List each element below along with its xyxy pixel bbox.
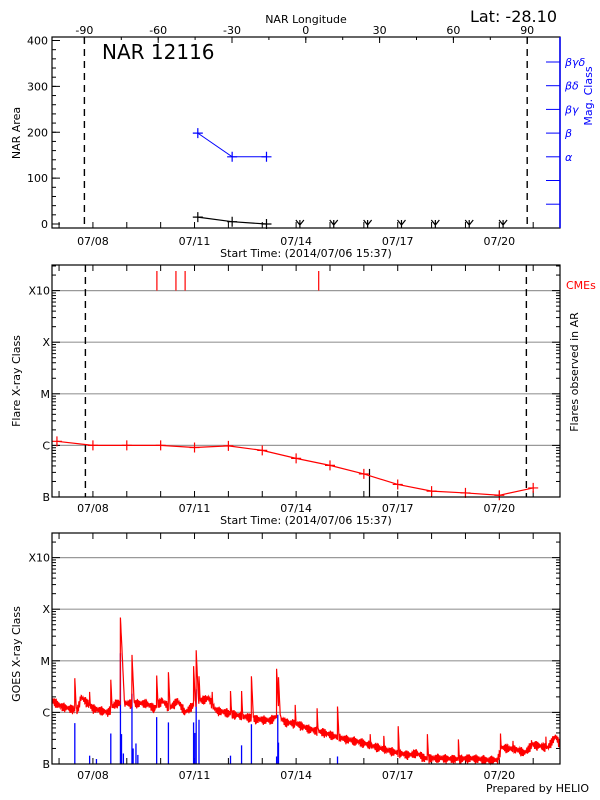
- p2-y2-axis-title: Flares observed in AR: [568, 312, 581, 432]
- p3-y-tick-label: X: [42, 603, 50, 616]
- p2-flare-marker: [528, 482, 539, 493]
- p2-flare-marker: [51, 436, 62, 447]
- cme-label: CMEs: [566, 279, 596, 292]
- p1-no-data-marker: [363, 219, 373, 228]
- p2-x-tick-label: 07/17: [382, 502, 414, 515]
- p3-y-axis-title: GOES X-ray Class: [10, 606, 23, 702]
- p1-mag-class-label: α: [565, 151, 573, 164]
- p1-mag-class-marker: [261, 151, 272, 162]
- p1-mag-class-marker: [227, 151, 238, 162]
- p1-y2-axis-title: Mag. Class: [582, 66, 595, 125]
- p1-mag-class-marker: [192, 128, 203, 139]
- p2-y-tick-label: X: [42, 336, 50, 349]
- p3-x-tick-label: 07/17: [382, 769, 414, 782]
- p1-top-x-tick-label: -60: [149, 24, 167, 37]
- p1-no-data-marker: [329, 219, 339, 228]
- p1-top-x-tick-label: 0: [302, 24, 309, 37]
- p3-x-tick-label: 07/20: [483, 769, 515, 782]
- p3-y-tick-label: C: [42, 706, 50, 719]
- p2-flare-marker: [291, 453, 302, 464]
- p3-x-tick-label: 07/14: [280, 769, 312, 782]
- p2-y-axis-title: Flare X-ray Class: [10, 335, 23, 427]
- p3-y-tick-label: M: [41, 655, 51, 668]
- p2-flare-marker: [189, 442, 200, 453]
- p3-x-tick-label: 07/11: [179, 769, 211, 782]
- p1-y-tick-label: 100: [27, 172, 48, 185]
- p2-flare-marker: [460, 487, 471, 498]
- p2-flare-marker: [223, 440, 234, 451]
- p1-y-tick-label: 300: [27, 80, 48, 93]
- p2-x-tick-label: 07/11: [179, 502, 211, 515]
- p1-x-tick-label: 07/14: [280, 235, 312, 248]
- p1-no-data-marker: [464, 219, 474, 228]
- p1-area-marker: [192, 212, 203, 223]
- p2-y-tick-label: B: [42, 491, 50, 504]
- p1-no-data-marker: [430, 219, 440, 228]
- p2-flare-marker: [87, 440, 98, 451]
- p2-flare-marker: [426, 486, 437, 497]
- top-x-axis-title: NAR Longitude: [265, 13, 347, 26]
- p1-x-axis-title: Start Time: (2014/07/06 15:37): [220, 247, 392, 260]
- latitude-label: Lat: -28.10: [470, 7, 557, 26]
- p1-mag-class-label: βδ: [564, 80, 579, 93]
- p1-top-x-tick-label: 60: [446, 24, 460, 37]
- p1-x-tick-label: 07/08: [77, 235, 109, 248]
- p2-flare-marker: [392, 479, 403, 490]
- p3-y-tick-label: B: [42, 758, 50, 771]
- p1-top-x-tick-label: -90: [75, 24, 93, 37]
- p2-x-tick-label: 07/14: [280, 502, 312, 515]
- p1-y-tick-label: 400: [27, 35, 48, 48]
- p1-x-tick-label: 07/20: [483, 235, 515, 248]
- p3-y-tick-label: X10: [28, 552, 50, 565]
- p2-flare-marker: [121, 440, 132, 451]
- p1-y-tick-label: 0: [41, 218, 48, 231]
- p2-flare-marker: [494, 490, 505, 501]
- p1-top-x-tick-label: -30: [223, 24, 241, 37]
- p1-no-data-marker: [397, 219, 406, 228]
- p1-top-x-tick-label: 90: [520, 24, 534, 37]
- p1-top-x-tick-label: 30: [373, 24, 387, 37]
- p1-mag-class-label: βγδ: [564, 56, 586, 69]
- chart-title: NAR 12116: [102, 40, 215, 64]
- p2-y-tick-label: X10: [28, 285, 50, 298]
- p1-x-tick-label: 07/17: [382, 235, 414, 248]
- p1-area-marker: [261, 219, 272, 229]
- p2-x-tick-label: 07/08: [77, 502, 109, 515]
- p1-x-tick-label: 07/11: [179, 235, 211, 248]
- p3-goes-long-channel-line: [51, 617, 561, 766]
- p2-x-axis-title: Start Time: (2014/07/06 15:37): [220, 514, 392, 527]
- p2-x-tick-label: 07/20: [483, 502, 515, 515]
- p1-mag-class-label: βγ: [564, 103, 579, 116]
- p1-y-tick-label: 200: [27, 126, 48, 139]
- p1-no-data-marker: [295, 219, 305, 228]
- p2-y-tick-label: C: [42, 439, 50, 452]
- p1-mag-class-label: β: [564, 127, 572, 140]
- p1-y-axis-title: NAR Area: [10, 107, 23, 159]
- panel-3-frame: [51, 532, 561, 765]
- p2-flare-marker: [358, 468, 369, 479]
- p3-x-tick-label: 07/08: [77, 769, 109, 782]
- p1-no-data-marker: [498, 219, 508, 228]
- p2-y-tick-label: M: [41, 388, 51, 401]
- p2-flare-marker: [257, 445, 268, 456]
- p1-area-marker: [227, 216, 238, 227]
- p2-flare-marker: [324, 460, 335, 471]
- panel-2-frame: [51, 264, 561, 498]
- credit-label: Prepared by HELIO: [486, 782, 589, 795]
- p2-flare-marker: [155, 440, 166, 451]
